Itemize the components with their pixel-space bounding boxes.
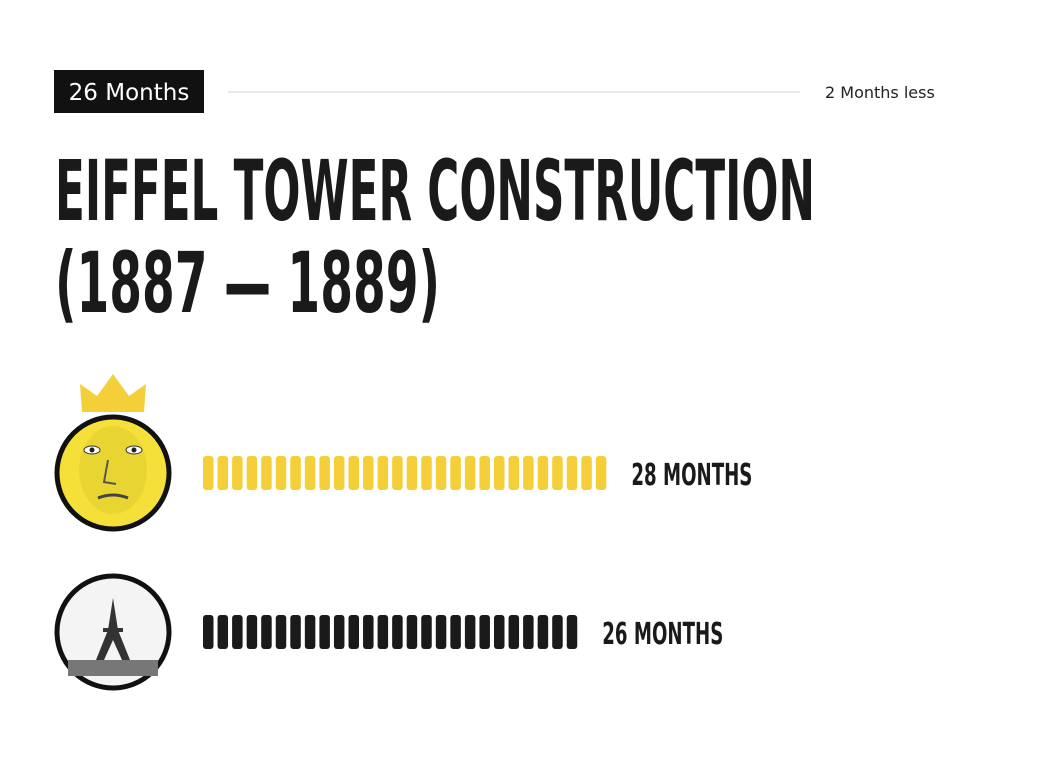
bar-segment xyxy=(464,615,476,649)
bar xyxy=(203,456,607,490)
bar-segment xyxy=(290,456,301,490)
bar-segment xyxy=(421,456,432,490)
bar-segment xyxy=(406,456,418,490)
bar-segment xyxy=(464,456,476,490)
bar-segment xyxy=(203,615,214,649)
bar-segment xyxy=(333,456,345,490)
bar-segment xyxy=(290,615,301,649)
bar-segment xyxy=(319,456,330,490)
badge-bg xyxy=(54,70,204,113)
bar xyxy=(203,615,578,649)
title-line: (1887 — 1889) xyxy=(55,234,440,332)
note: 2 Months less xyxy=(825,83,935,102)
bar-segment xyxy=(217,615,229,649)
bar-segment xyxy=(261,456,272,490)
bar-segment xyxy=(566,456,578,490)
bar-segment xyxy=(552,615,563,649)
bar-segment xyxy=(333,615,345,649)
bar-segment xyxy=(595,456,607,490)
bar-segment xyxy=(261,615,272,649)
bar-segment xyxy=(246,456,258,490)
bar-segment xyxy=(450,615,461,649)
bar-segment xyxy=(494,456,505,490)
title-line: EIFFEL TOWER CONSTRUCTION xyxy=(55,142,815,240)
bar-segment xyxy=(508,456,520,490)
badge: 26 Months xyxy=(69,80,190,106)
bar-segment xyxy=(363,615,374,649)
bar-segment xyxy=(275,456,287,490)
bar-segment xyxy=(275,615,287,649)
bar-segment xyxy=(508,615,520,649)
bar-segment xyxy=(537,456,549,490)
avatar-tower xyxy=(54,573,172,691)
bar-segment xyxy=(479,456,490,490)
bar-segment xyxy=(537,615,549,649)
bar-segment xyxy=(435,615,447,649)
bar-segment xyxy=(363,456,374,490)
bar-segment xyxy=(232,615,243,649)
value-label: 26 MONTHS xyxy=(602,617,723,652)
bar-segment xyxy=(392,615,403,649)
bar-segment xyxy=(232,456,243,490)
bar-segment xyxy=(377,615,389,649)
bar-segment xyxy=(450,456,461,490)
bar-segment xyxy=(435,456,447,490)
value-label: 28 MONTHS xyxy=(631,458,752,493)
bar-segment xyxy=(392,456,403,490)
bar-segment xyxy=(304,456,316,490)
bar-segment xyxy=(552,456,563,490)
bar-segment xyxy=(566,615,578,649)
bar-segment xyxy=(377,456,389,490)
bar-segment xyxy=(523,615,534,649)
bar-segment xyxy=(217,456,229,490)
bar-segment xyxy=(246,615,258,649)
bar-segment xyxy=(523,456,534,490)
bar-segment xyxy=(581,456,592,490)
bar-segment xyxy=(479,615,490,649)
bar-segment xyxy=(203,456,214,490)
bar-segment xyxy=(421,615,432,649)
bar-segment xyxy=(348,456,359,490)
bar-segment xyxy=(494,615,505,649)
bar-segment xyxy=(319,615,330,649)
bar-segment xyxy=(304,615,316,649)
avatar-face xyxy=(54,374,172,532)
bar-segment xyxy=(406,615,418,649)
bar-segment xyxy=(348,615,359,649)
